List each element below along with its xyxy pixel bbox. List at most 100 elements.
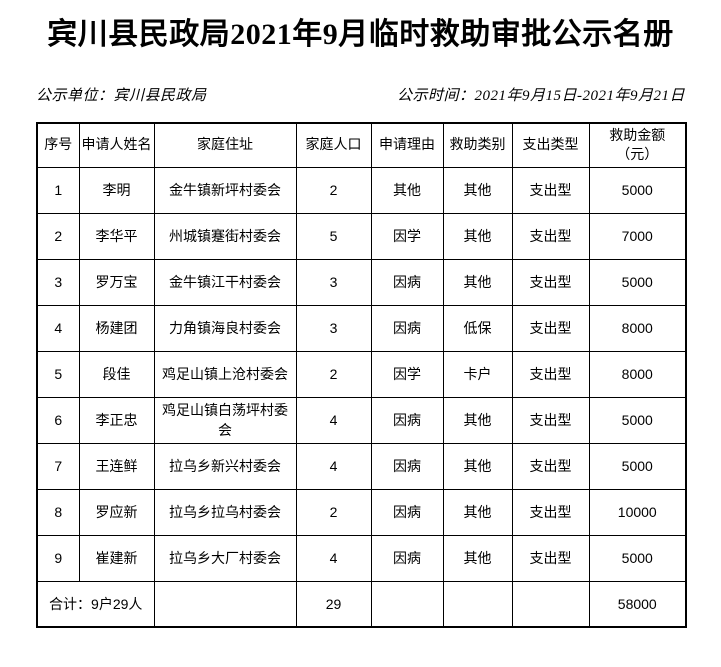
cell-address: 金牛镇新坪村委会 <box>153 166 297 214</box>
column-header-reason: 申请理由 <box>370 122 444 168</box>
cell-address: 拉乌乡新兴村委会 <box>153 442 297 490</box>
cell-expense-type: 支出型 <box>511 442 590 490</box>
cell-amount: 8000 <box>588 350 687 398</box>
cell-amount: 5000 <box>588 442 687 490</box>
table-row: 6 李正忠 鸡足山镇白荡坪村委会 4 因病 其他 支出型 5000 <box>36 396 687 444</box>
cell-reason: 因病 <box>370 304 444 352</box>
cell-household-size: 3 <box>295 304 372 352</box>
cell-reason: 因病 <box>370 534 444 582</box>
cell-expense-type: 支出型 <box>511 304 590 352</box>
table-row: 8 罗应新 拉乌乡拉乌村委会 2 因病 其他 支出型 10000 <box>36 488 687 536</box>
cell-expense-type: 支出型 <box>511 350 590 398</box>
cell-household-size: 4 <box>295 396 372 444</box>
cell-category: 其他 <box>442 258 513 306</box>
cell-category: 低保 <box>442 304 513 352</box>
table-row: 9 崔建新 拉乌乡大厂村委会 4 因病 其他 支出型 5000 <box>36 534 687 582</box>
cell-category: 其他 <box>442 442 513 490</box>
cell-address: 州城镇蹇街村委会 <box>153 212 297 260</box>
document-page: 宾川县民政局2021年9月临时救助审批公示名册 公示单位：宾川县民政局 公示时间… <box>0 18 721 667</box>
page-title: 宾川县民政局2021年9月临时救助审批公示名册 <box>47 18 674 51</box>
meta-row: 公示单位：宾川县民政局 公示时间：2021年9月15日-2021年9月21日 <box>36 84 685 105</box>
cell-seq: 3 <box>36 258 80 306</box>
cell-amount: 8000 <box>588 304 687 352</box>
cell-seq: 8 <box>36 488 80 536</box>
cell-amount: 7000 <box>588 212 687 260</box>
cell-category: 卡户 <box>442 350 513 398</box>
cell-address: 力角镇海良村委会 <box>153 304 297 352</box>
cell-category: 其他 <box>442 488 513 536</box>
cell-address: 鸡足山镇上沧村委会 <box>153 350 297 398</box>
cell-household-size: 4 <box>295 534 372 582</box>
cell-household-size: 2 <box>295 166 372 214</box>
cell-amount: 5000 <box>588 534 687 582</box>
cell-address: 拉乌乡拉乌村委会 <box>153 488 297 536</box>
cell-address: 金牛镇江干村委会 <box>153 258 297 306</box>
column-header-seq: 序号 <box>36 122 80 168</box>
table-row: 7 王连鲜 拉乌乡新兴村委会 4 因病 其他 支出型 5000 <box>36 442 687 490</box>
cell-seq: 9 <box>36 534 80 582</box>
cell-expense-type: 支出型 <box>511 534 590 582</box>
cell-reason: 因学 <box>370 212 444 260</box>
table-row: 4 杨建团 力角镇海良村委会 3 因病 低保 支出型 8000 <box>36 304 687 352</box>
total-amount: 58000 <box>588 580 687 628</box>
cell-seq: 5 <box>36 350 80 398</box>
cell-household-size: 5 <box>295 212 372 260</box>
table-row: 1 李明 金牛镇新坪村委会 2 其他 其他 支出型 5000 <box>36 166 687 214</box>
table-body: 1 李明 金牛镇新坪村委会 2 其他 其他 支出型 5000 2 李华平 州城镇蹇街村委会 5 因学 其他… <box>36 166 687 628</box>
publish-time-label: 公示时间：2021年9月15日-2021年9月21日 <box>397 87 685 104</box>
cell-expense-type: 支出型 <box>511 166 590 214</box>
cell-category: 其他 <box>442 212 513 260</box>
column-header-household-size: 家庭人口 <box>295 122 372 168</box>
cell-category: 其他 <box>442 166 513 214</box>
cell-name: 罗万宝 <box>78 258 155 306</box>
header-row: 序号 申请人姓名 家庭住址 家庭人口 申请理由 救助类别 支出类型 救助金额 （元） <box>36 122 687 168</box>
cell-category: 其他 <box>442 534 513 582</box>
cell-reason: 因病 <box>370 396 444 444</box>
table-row: 5 段佳 鸡足山镇上沧村委会 2 因学 卡户 支出型 8000 <box>36 350 687 398</box>
cell-household-size: 2 <box>295 488 372 536</box>
table-row: 2 李华平 州城镇蹇街村委会 5 因学 其他 支出型 7000 <box>36 212 687 260</box>
cell-name: 李明 <box>78 166 155 214</box>
cell-seq: 7 <box>36 442 80 490</box>
cell-amount: 5000 <box>588 166 687 214</box>
cell-name: 李正忠 <box>78 396 155 444</box>
total-expense-type <box>511 580 590 628</box>
cell-reason: 因病 <box>370 442 444 490</box>
cell-name: 段佳 <box>78 350 155 398</box>
cell-household-size: 4 <box>295 442 372 490</box>
total-category <box>442 580 513 628</box>
cell-household-size: 2 <box>295 350 372 398</box>
total-label: 合计：9户29人 <box>36 580 155 628</box>
table-row: 3 罗万宝 金牛镇江干村委会 3 因病 其他 支出型 5000 <box>36 258 687 306</box>
cell-reason: 其他 <box>370 166 444 214</box>
cell-category: 其他 <box>442 396 513 444</box>
total-household-size: 29 <box>295 580 372 628</box>
cell-amount: 10000 <box>588 488 687 536</box>
cell-expense-type: 支出型 <box>511 396 590 444</box>
column-header-expense-type: 支出类型 <box>511 122 590 168</box>
cell-expense-type: 支出型 <box>511 258 590 306</box>
cell-name: 罗应新 <box>78 488 155 536</box>
cell-amount: 5000 <box>588 258 687 306</box>
cell-seq: 1 <box>36 166 80 214</box>
publish-unit-label: 公示单位：宾川县民政局 <box>36 87 207 104</box>
cell-name: 李华平 <box>78 212 155 260</box>
cell-expense-type: 支出型 <box>511 212 590 260</box>
total-row: 合计：9户29人 29 58000 <box>36 580 687 628</box>
column-header-address: 家庭住址 <box>153 122 297 168</box>
cell-reason: 因学 <box>370 350 444 398</box>
cell-address: 拉乌乡大厂村委会 <box>153 534 297 582</box>
cell-seq: 2 <box>36 212 80 260</box>
cell-seq: 6 <box>36 396 80 444</box>
total-address <box>153 580 297 628</box>
table-header: 序号 申请人姓名 家庭住址 家庭人口 申请理由 救助类别 支出类型 救助金额 （元） <box>36 122 687 168</box>
column-header-amount: 救助金额 （元） <box>588 122 687 168</box>
cell-name: 王连鲜 <box>78 442 155 490</box>
cell-name: 崔建新 <box>78 534 155 582</box>
cell-address: 鸡足山镇白荡坪村委会 <box>153 396 297 444</box>
cell-name: 杨建团 <box>78 304 155 352</box>
total-reason <box>370 580 444 628</box>
cell-reason: 因病 <box>370 258 444 306</box>
column-header-name: 申请人姓名 <box>78 122 155 168</box>
cell-amount: 5000 <box>588 396 687 444</box>
